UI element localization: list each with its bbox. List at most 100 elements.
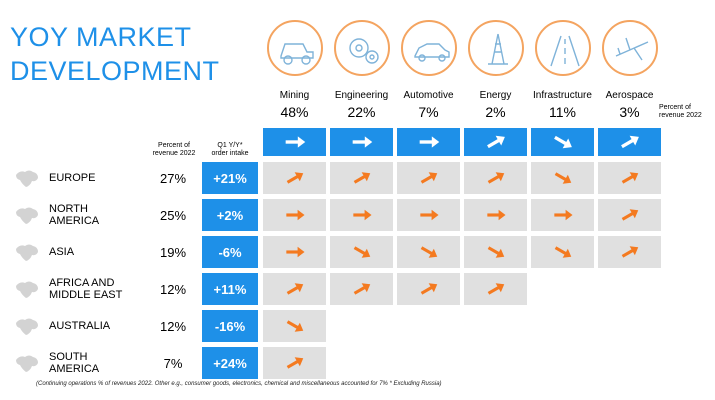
region-label: NORTH AMERICA [44,199,144,231]
revenue-header-line2: revenue 2022 [152,150,196,157]
region-revenue: 12% [146,273,200,305]
world-map-icon [16,318,38,335]
region-map-icon [14,352,40,376]
region-name-line: AUSTRALIA [49,320,111,332]
industry-name: Automotive [403,90,454,101]
title-line-1: YOY MARKET [10,22,192,52]
industry-share: 2% [485,104,506,120]
mining-truck-icon [266,20,323,76]
industry-share: 22% [347,104,376,120]
region-revenue: 25% [146,199,200,231]
world-map-icon [16,281,38,298]
world-map-icon [16,244,38,261]
trend-cell [531,236,594,268]
industry-name: Aerospace [605,90,654,101]
right-revenue-header: Percent of revenue 2022 [659,104,715,120]
trend-arrow-right-icon [352,209,372,221]
trend-arrow-right-icon [285,136,305,148]
q1-header-line2: order intake [211,150,249,157]
revenue-header: Percent of revenue 2022 [146,142,202,158]
trend-arrow-up-icon [286,283,303,295]
region-q1-yy: -16% [202,310,258,342]
industry-share: 3% [619,104,640,120]
oil-rig-icon-art [487,33,508,65]
trend-cell [263,199,326,231]
industry-share: 11% [549,104,576,120]
road-icon [534,20,591,76]
region-name-line: EUROPE [49,172,96,184]
industry-overall-cell [598,128,661,156]
trend-arrow-up-icon [621,209,638,221]
region-name: AUSTRALIA [49,320,110,332]
region-name: SOUTH AMERICA [49,351,99,375]
region-name: NORTH AMERICA [49,203,99,227]
industry-overall-cell [397,128,460,156]
trend-arrow-up-icon [353,172,370,184]
trend-arrow-up-icon [487,283,504,295]
region-revenue: 12% [146,310,200,342]
industry-overall-cell [330,128,393,156]
trend-arrow-right-icon [486,209,506,221]
gears-icon-art [348,38,379,64]
world-map-icon [16,355,38,372]
region-name-line: AMERICA [49,215,100,227]
road-icon-art [549,35,580,67]
trend-cell [531,199,594,231]
industry-name: Infrastructure [533,90,592,101]
region-revenue: 27% [146,162,200,194]
trend-cell [531,162,594,194]
industry-overall-cell [531,128,594,156]
world-map-icon [16,170,38,187]
trend-arrow-down-icon [353,246,370,258]
trend-arrow-right-icon [285,246,305,258]
trend-cell [464,236,527,268]
trend-cell [464,199,527,231]
region-name-line: MIDDLE EAST [49,289,123,301]
region-map-icon [14,278,40,302]
trend-arrow-down-icon [554,246,571,258]
region-name-line: ASIA [49,246,75,258]
trend-arrow-up-icon [286,172,303,184]
region-label: AFRICA AND MIDDLE EAST [44,273,144,305]
trend-cell [598,236,661,268]
trend-arrow-up-icon [286,357,303,369]
trend-arrow-down-icon [554,172,571,184]
trend-arrow-up-icon [487,172,504,184]
trend-arrow-right-icon [352,136,372,148]
trend-arrow-right-icon [553,209,573,221]
region-revenue: 19% [146,236,200,268]
trend-cell [397,199,460,231]
trend-cell [330,236,393,268]
region-label: EUROPE [44,162,144,194]
trend-arrow-down-icon [286,320,303,332]
industry-name: Engineering [334,90,389,101]
trend-cell [263,273,326,305]
region-revenue: 7% [146,347,200,379]
region-label: AUSTRALIA [44,310,144,342]
trend-arrow-right-icon [285,209,305,221]
region-name: AFRICA AND MIDDLE EAST [49,277,122,301]
trend-arrow-up-icon [486,135,505,149]
trend-cell [330,199,393,231]
car-icon [400,20,457,76]
airplane-icon [601,20,658,76]
region-map-icon [14,167,40,191]
region-label: SOUTH AMERICA [44,347,144,379]
trend-arrow-down-icon [553,135,572,149]
trend-cell [263,347,326,379]
trend-arrow-right-icon [419,209,439,221]
region-q1-yy: +2% [202,199,258,231]
trend-cell [598,162,661,194]
trend-cell [464,273,527,305]
title-line-2: DEVELOPMENT [10,56,220,86]
footnote: (Continuing operations % of revenues 202… [36,381,442,387]
region-name-line: NORTH [49,203,88,215]
industry-name: Energy [479,90,512,101]
trend-cell [464,162,527,194]
right-revenue-line2: revenue 2022 [659,112,702,119]
trend-arrow-down-icon [487,246,504,258]
trend-cell [263,162,326,194]
trend-arrow-up-icon [420,283,437,295]
industry-overall-cell [263,128,326,156]
q1-header-line1: Q1 Y/Y* [217,142,243,149]
